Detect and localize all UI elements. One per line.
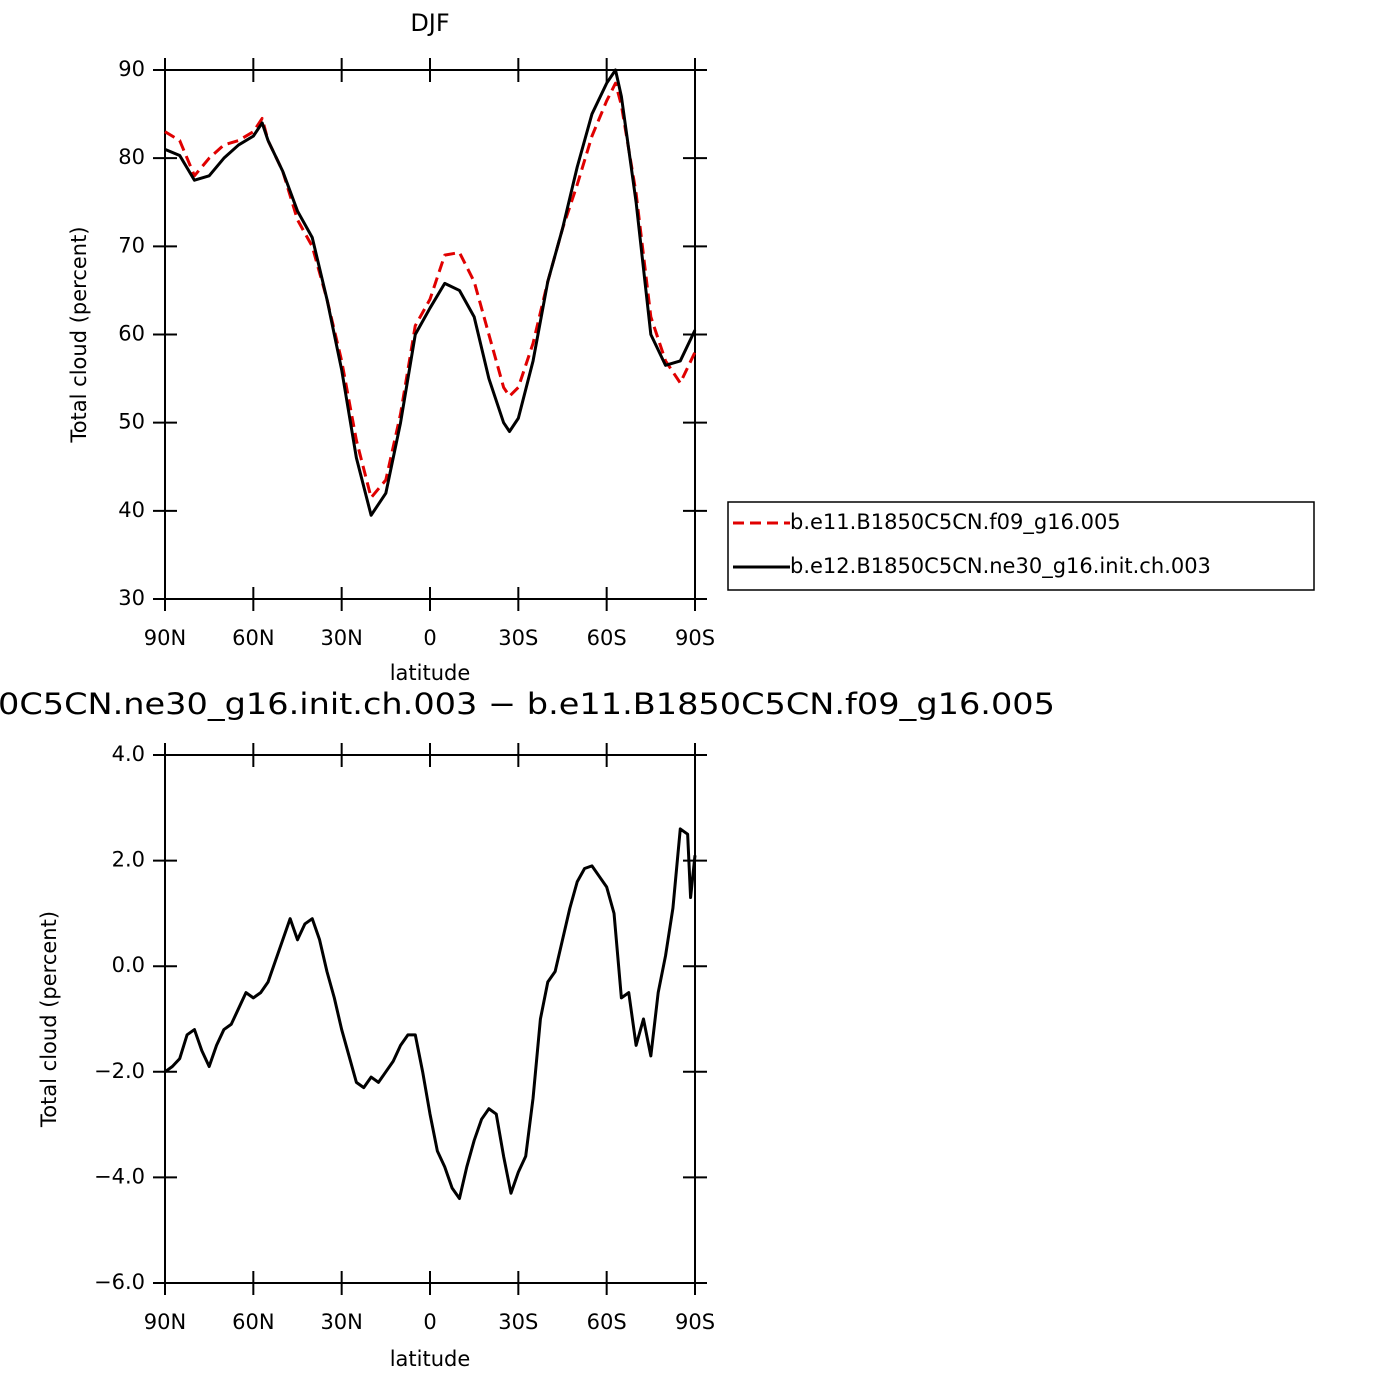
x-tick-label: 30S <box>498 1310 538 1334</box>
x-axis-label: latitude <box>390 1347 471 1371</box>
legend-label: b.e11.B1850C5CN.f09_g16.005 <box>790 510 1121 535</box>
y-tick-label: 0.0 <box>112 953 145 977</box>
data-line <box>164 68 697 517</box>
x-tick-label: 60N <box>232 626 274 650</box>
y-tick-label: 90 <box>118 57 145 81</box>
x-tick-label: 0 <box>423 1310 436 1334</box>
y-tick-label: 50 <box>118 410 145 434</box>
y-axis-label: Total cloud (percent) <box>67 226 91 443</box>
x-tick-label: 30S <box>498 626 538 650</box>
x-tick-label: 30N <box>320 1310 362 1334</box>
x-tick-label: 90S <box>675 1310 715 1334</box>
plot-frame <box>164 754 696 1284</box>
plot-frame <box>164 69 696 600</box>
y-tick-label: 40 <box>118 498 145 522</box>
legend-label: b.e12.B1850C5CN.ne30_g16.init.ch.003 <box>790 554 1211 579</box>
x-tick-label: 60S <box>587 626 627 650</box>
legend-box <box>727 501 1315 591</box>
y-tick-label: −6.0 <box>94 1270 145 1294</box>
x-tick-label: 90N <box>144 626 186 650</box>
y-tick-label: 70 <box>118 233 145 257</box>
x-tick-label: 60N <box>232 1310 274 1334</box>
y-tick-label: 30 <box>118 586 145 610</box>
data-line <box>164 81 697 500</box>
y-axis-label: Total cloud (percent) <box>37 911 61 1128</box>
chart-title: b.e12.B1850C5CN.ne30_g16.init.ch.003 − b… <box>0 687 1055 721</box>
y-tick-label: 80 <box>118 145 145 169</box>
y-tick-label: 4.0 <box>112 742 145 766</box>
x-tick-label: 90S <box>675 626 715 650</box>
chart-title: DJF <box>410 9 449 37</box>
y-tick-label: −2.0 <box>94 1059 145 1083</box>
x-tick-label: 60S <box>587 1310 627 1334</box>
data-line <box>164 827 697 1201</box>
y-tick-label: 60 <box>118 322 145 346</box>
x-tick-label: 30N <box>320 626 362 650</box>
x-tick-label: 90N <box>144 1310 186 1334</box>
y-tick-label: 2.0 <box>112 848 145 872</box>
x-tick-label: 0 <box>423 626 436 650</box>
x-axis-label: latitude <box>390 661 471 685</box>
y-tick-label: −4.0 <box>94 1164 145 1188</box>
